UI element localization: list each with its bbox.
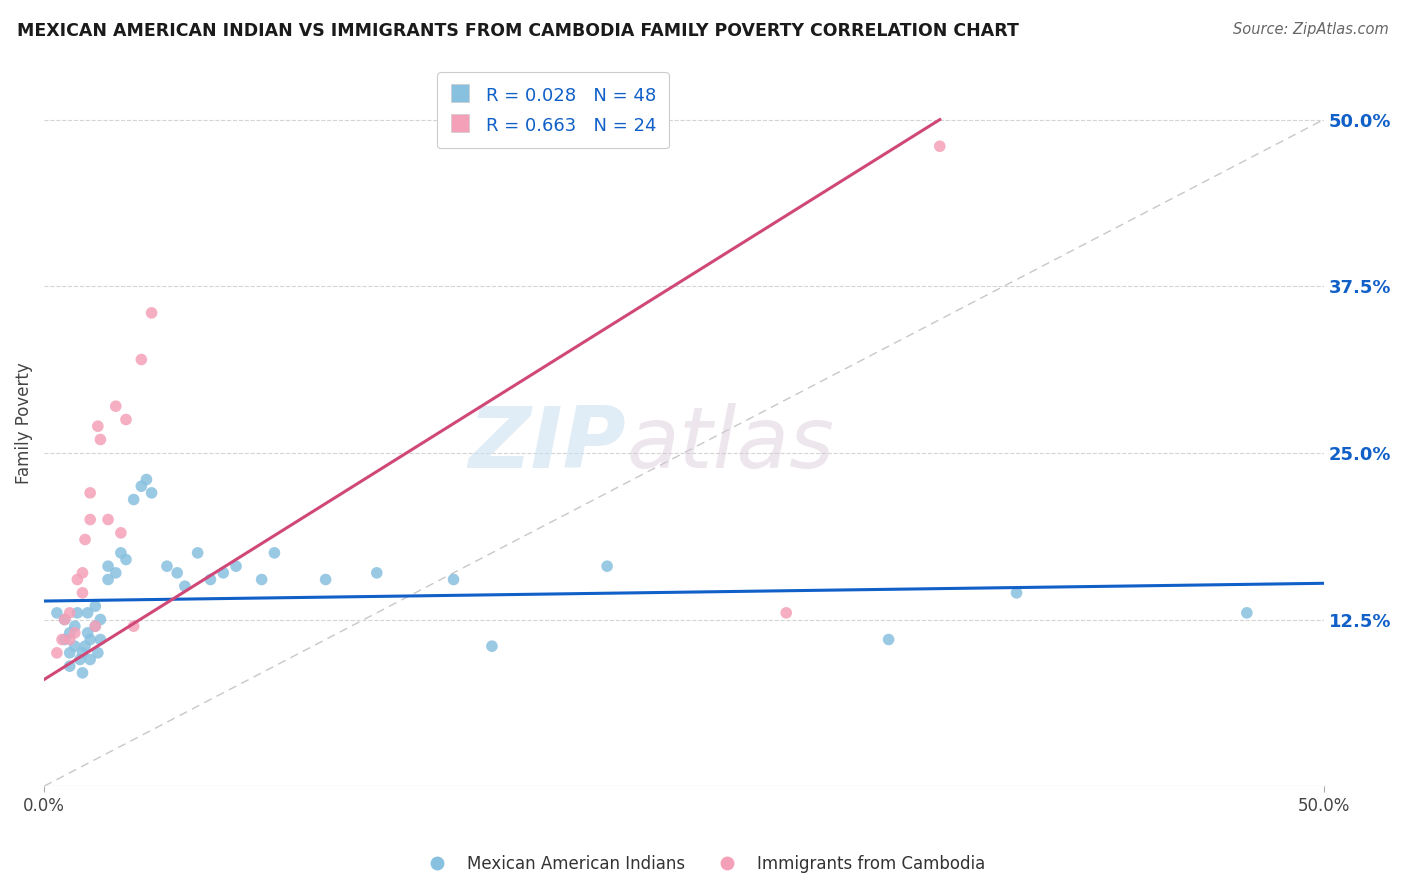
Point [69, 652, 91, 666]
Point [173, 579, 195, 593]
Point [76, 606, 98, 620]
Point [73, 533, 96, 547]
Point [72, 665, 94, 680]
Point [131, 479, 153, 493]
Y-axis label: Family Poverty: Family Poverty [15, 362, 32, 483]
Point [1236, 606, 1258, 620]
Point [45, 646, 67, 660]
Point [200, 573, 222, 587]
Point [315, 573, 337, 587]
Point [775, 606, 797, 620]
Point [122, 619, 145, 633]
Point [53, 613, 76, 627]
Point [115, 552, 138, 566]
Point [79, 486, 101, 500]
Point [110, 546, 132, 560]
Point [212, 566, 235, 580]
Point [63, 639, 86, 653]
Point [72, 646, 94, 660]
Point [110, 525, 132, 540]
Point [225, 559, 247, 574]
Point [250, 573, 273, 587]
Point [166, 566, 188, 580]
Point [97, 559, 120, 574]
Point [79, 632, 101, 647]
Point [59, 632, 82, 647]
Point [97, 512, 120, 526]
Point [131, 352, 153, 367]
Point [156, 559, 179, 574]
Point [115, 412, 138, 426]
Point [73, 639, 96, 653]
Point [76, 625, 98, 640]
Text: MEXICAN AMERICAN INDIAN VS IMMIGRANTS FROM CAMBODIA FAMILY POVERTY CORRELATION C: MEXICAN AMERICAN INDIAN VS IMMIGRANTS FR… [17, 22, 1019, 40]
Point [89, 632, 111, 647]
Point [104, 566, 127, 580]
Point [87, 646, 110, 660]
Point [89, 613, 111, 627]
Point [97, 573, 120, 587]
Text: atlas: atlas [626, 403, 834, 486]
Point [141, 306, 163, 320]
Point [443, 573, 465, 587]
Point [59, 606, 82, 620]
Point [481, 639, 503, 653]
Point [89, 433, 111, 447]
Point [66, 573, 89, 587]
Legend: Mexican American Indians, Immigrants from Cambodia: Mexican American Indians, Immigrants fro… [413, 848, 993, 880]
Text: Source: ZipAtlas.com: Source: ZipAtlas.com [1233, 22, 1389, 37]
Point [187, 546, 209, 560]
Point [51, 632, 73, 647]
Point [59, 646, 82, 660]
Legend: R = 0.028   N = 48, R = 0.663   N = 24: R = 0.028 N = 48, R = 0.663 N = 24 [437, 72, 669, 148]
Point [596, 559, 619, 574]
Point [135, 473, 157, 487]
Point [63, 619, 86, 633]
Point [79, 652, 101, 666]
Point [66, 606, 89, 620]
Point [53, 613, 76, 627]
Point [263, 546, 285, 560]
Point [122, 492, 145, 507]
Point [72, 586, 94, 600]
Point [45, 606, 67, 620]
Point [104, 399, 127, 413]
Point [87, 419, 110, 434]
Point [53, 632, 76, 647]
Point [84, 619, 107, 633]
Point [141, 486, 163, 500]
Point [877, 632, 900, 647]
Point [72, 566, 94, 580]
Point [84, 599, 107, 614]
Point [63, 625, 86, 640]
Point [59, 659, 82, 673]
Point [366, 566, 388, 580]
Point [1005, 586, 1028, 600]
Point [84, 619, 107, 633]
Point [928, 139, 950, 153]
Point [79, 512, 101, 526]
Text: ZIP: ZIP [468, 403, 626, 486]
Point [59, 625, 82, 640]
